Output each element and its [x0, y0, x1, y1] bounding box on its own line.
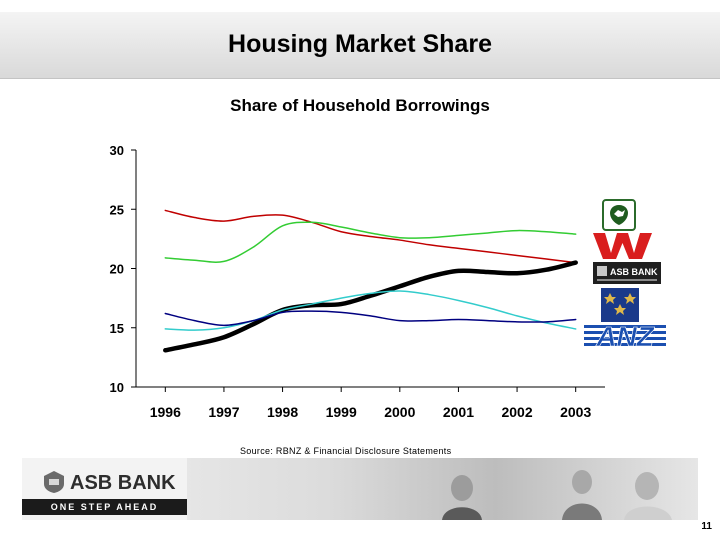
- bnz-logo: [602, 199, 636, 231]
- x-tick-label: 2001: [443, 404, 474, 420]
- asb-crest-icon: [44, 471, 64, 493]
- anz-logo: ANZ: [584, 321, 666, 349]
- banner-brand: ASB BANK: [70, 472, 176, 494]
- asb-brand-box: ASB BANK ONE STEP AHEAD: [22, 458, 187, 520]
- y-tick-label: 25: [110, 202, 124, 217]
- chart-title: Share of Household Borrowings: [230, 96, 490, 115]
- page-title: Housing Market Share: [228, 30, 492, 58]
- y-tick-label: 30: [110, 143, 124, 158]
- x-tick-label: 1997: [208, 404, 239, 420]
- series-line-3: [164, 290, 577, 331]
- x-tick-label: 1999: [326, 404, 357, 420]
- x-tick-label: 2002: [501, 404, 532, 420]
- y-tick-label: 20: [110, 262, 124, 277]
- people-photo: [442, 470, 672, 520]
- asb-logo-text: ASB BANK: [610, 267, 658, 277]
- x-tick-label: 1996: [150, 404, 181, 420]
- y-tick-label: 10: [110, 380, 124, 395]
- footer-banner: ASB BANK ONE STEP AHEAD: [22, 458, 698, 520]
- series-line-2: [163, 260, 578, 353]
- x-tick-label: 1998: [267, 404, 298, 420]
- nationalbank-logo: [601, 288, 639, 322]
- x-tick-label: 2000: [384, 404, 415, 420]
- anz-logo-text: ANZ: [595, 321, 654, 349]
- asb-logo: ASB BANK: [593, 262, 661, 284]
- westpac-logo: [593, 233, 652, 259]
- series-line-4: [164, 310, 577, 327]
- banner-tagline: ONE STEP AHEAD: [22, 499, 187, 515]
- source-note: Source: RBNZ & Financial Disclosure Stat…: [240, 446, 452, 456]
- y-tick-label: 15: [110, 321, 124, 336]
- title-band: [0, 12, 720, 79]
- x-tick-label: 2003: [560, 404, 591, 420]
- page-number: 11: [701, 521, 712, 532]
- series-line-0: [164, 209, 577, 264]
- series-line-1: [164, 221, 577, 263]
